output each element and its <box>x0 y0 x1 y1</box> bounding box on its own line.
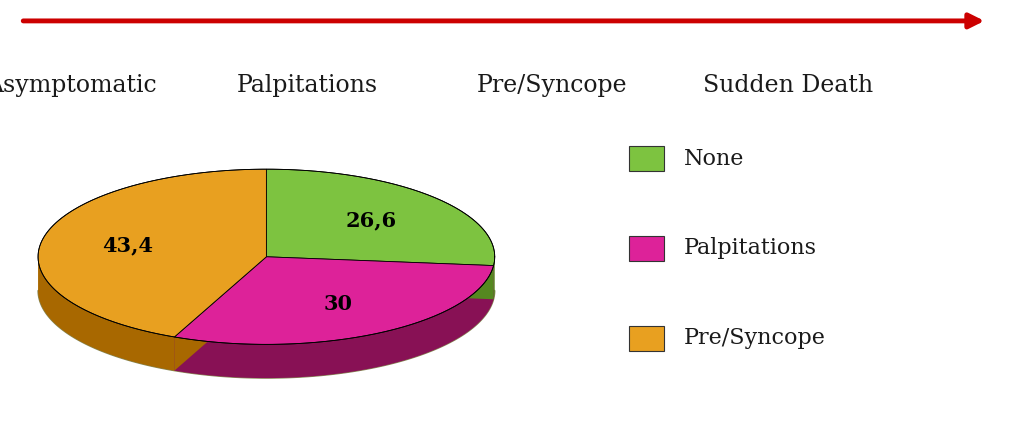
Text: Palpitations: Palpitations <box>236 74 377 97</box>
Polygon shape <box>174 266 493 378</box>
Polygon shape <box>174 257 266 371</box>
Polygon shape <box>266 257 493 299</box>
Bar <box>629 146 664 171</box>
Text: 43,4: 43,4 <box>102 235 153 256</box>
Polygon shape <box>266 169 495 266</box>
Polygon shape <box>38 169 266 337</box>
Text: Sudden Death: Sudden Death <box>703 74 873 97</box>
Polygon shape <box>174 257 493 344</box>
Text: 26,6: 26,6 <box>346 210 397 230</box>
Text: Asymptomatic: Asymptomatic <box>0 74 157 97</box>
Polygon shape <box>38 257 174 371</box>
Polygon shape <box>493 257 495 299</box>
Text: Palpitations: Palpitations <box>683 238 816 259</box>
Text: Pre/Syncope: Pre/Syncope <box>683 327 826 349</box>
Bar <box>629 326 664 351</box>
Polygon shape <box>38 290 495 378</box>
Text: 30: 30 <box>323 294 352 314</box>
Polygon shape <box>174 257 266 371</box>
Text: None: None <box>683 148 744 169</box>
Polygon shape <box>266 257 493 299</box>
Bar <box>629 236 664 261</box>
Text: Pre/Syncope: Pre/Syncope <box>477 74 628 97</box>
